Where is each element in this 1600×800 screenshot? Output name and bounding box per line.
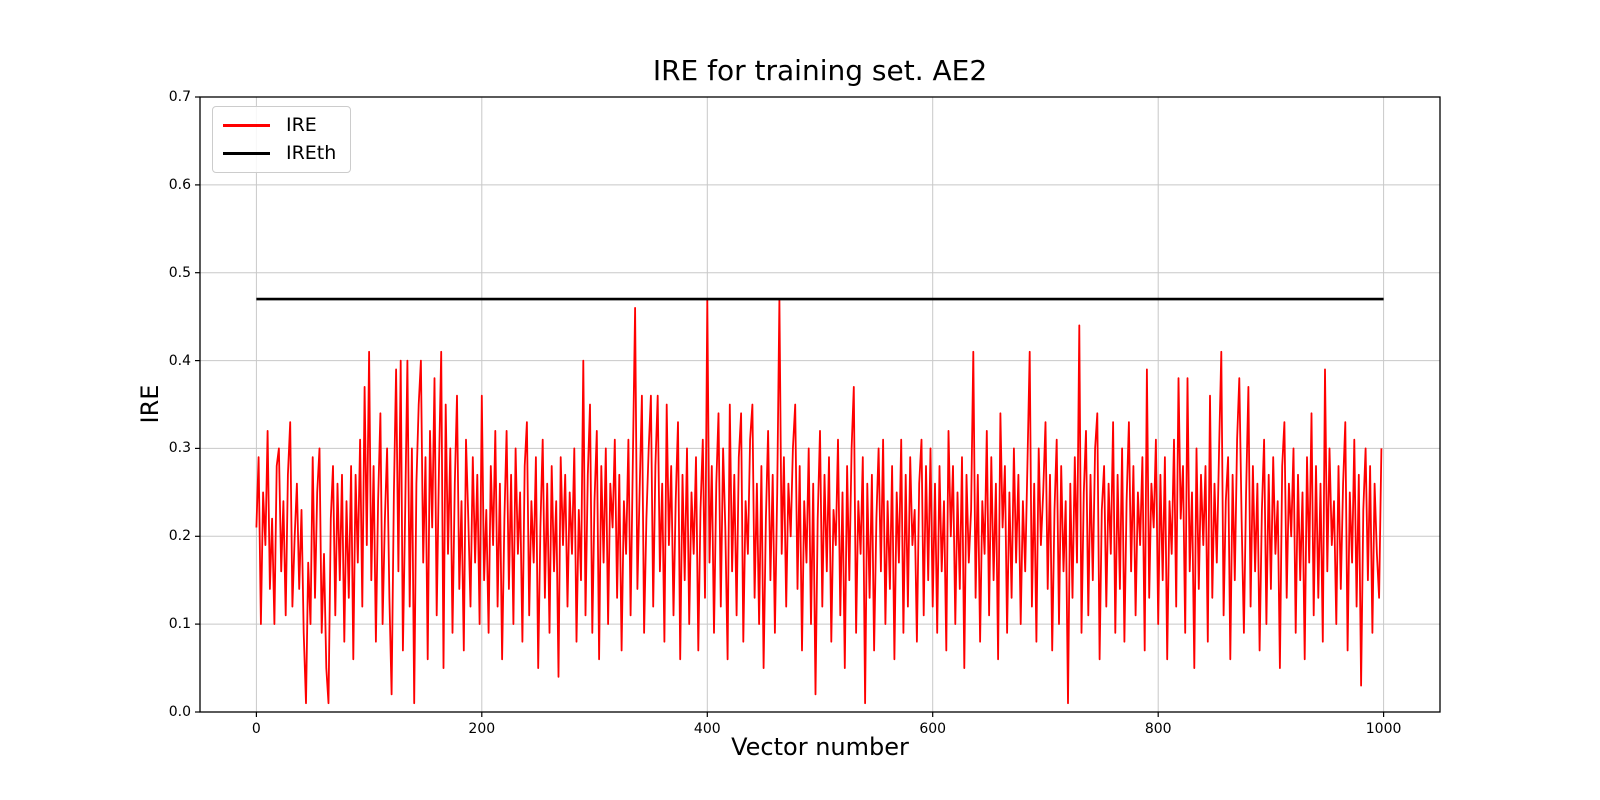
y-tick-label: 0.0 xyxy=(168,704,191,720)
y-tick-label: 0.5 xyxy=(168,264,191,281)
x-tick-label: 200 xyxy=(468,721,496,737)
y-tick-label: 0.2 xyxy=(168,528,191,545)
legend-box: IRE IREth xyxy=(212,106,352,173)
x-tick-label: 0 xyxy=(251,721,261,737)
x-axis-label: Vector number xyxy=(731,733,909,761)
legend-label-ireth: IREth xyxy=(286,142,337,164)
chart-title: IRE for training set. AE2 xyxy=(652,54,988,87)
legend-label-ire: IRE xyxy=(286,114,317,136)
ireth-line-swatch xyxy=(223,151,270,156)
legend-item-ireth: IREth xyxy=(223,144,336,163)
y-axis-label: IRE xyxy=(136,384,164,424)
y-tick-label: 0.6 xyxy=(168,176,191,193)
y-tick-label: 0.1 xyxy=(168,616,191,633)
ire-line-swatch xyxy=(223,124,270,127)
x-tick-label: 800 xyxy=(1144,721,1172,737)
x-tick-label: 600 xyxy=(919,721,947,737)
x-tick-label: 400 xyxy=(693,721,721,737)
x-tick-label: 1000 xyxy=(1365,721,1402,737)
y-tick-label: 0.4 xyxy=(168,352,191,369)
legend-item-ire: IRE xyxy=(223,116,336,135)
y-tick-label: 0.3 xyxy=(168,440,191,457)
y-tick-label: 0.7 xyxy=(168,89,191,105)
